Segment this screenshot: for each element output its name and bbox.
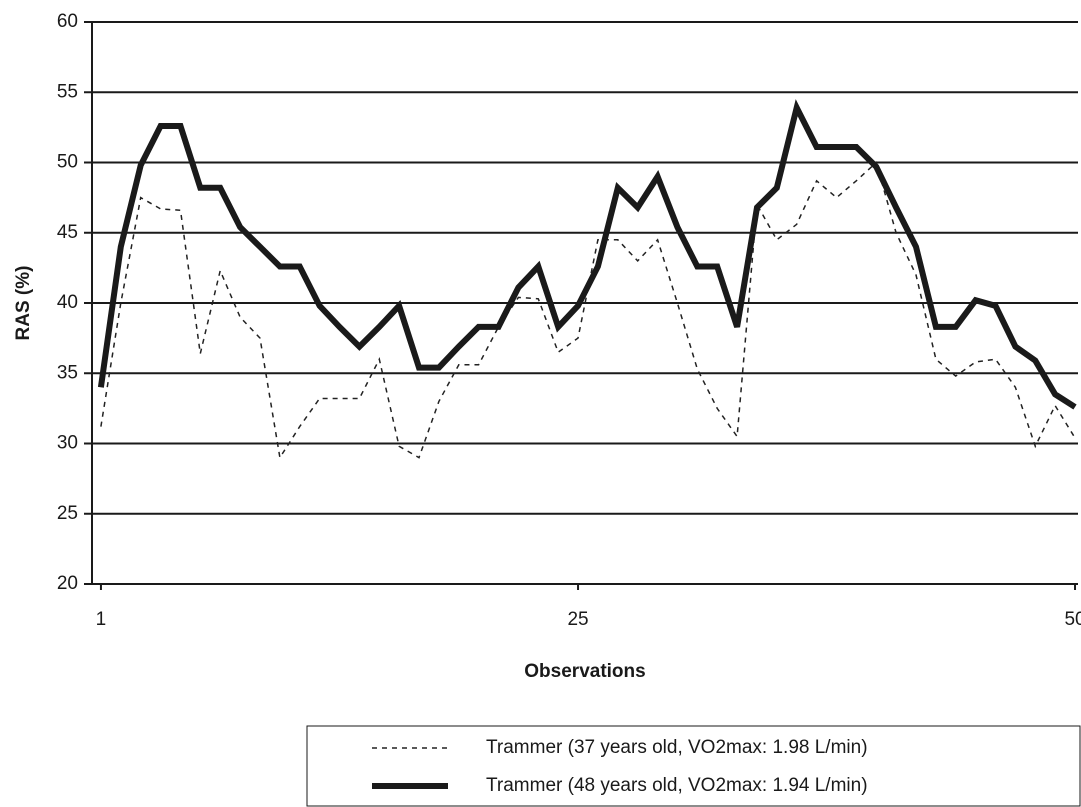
x-tick-label: 50 [1064,609,1081,630]
y-tick-label: 35 [57,362,78,383]
y-tick-label: 55 [57,81,78,102]
x-tick-label: 1 [96,609,107,630]
y-tick-label: 20 [57,573,78,594]
y-tick-label: 25 [57,503,78,524]
x-axis-label: Observations [524,661,645,682]
legend-box [306,725,1081,807]
y-tick-label: 45 [57,222,78,243]
x-tick-label: 25 [567,609,588,630]
y-tick-label: 60 [57,11,78,32]
legend-label: Trammer (48 years old, VO2max: 1.94 L/mi… [486,775,868,796]
data-line [97,99,1077,410]
y-axis-label: RAS (%) [13,266,34,341]
y-tick-label: 30 [57,433,78,454]
y-tick-label: 40 [57,292,78,313]
legend-label: Trammer (37 years old, VO2max: 1.98 L/mi… [486,737,868,758]
y-tick-label: 50 [57,152,78,173]
